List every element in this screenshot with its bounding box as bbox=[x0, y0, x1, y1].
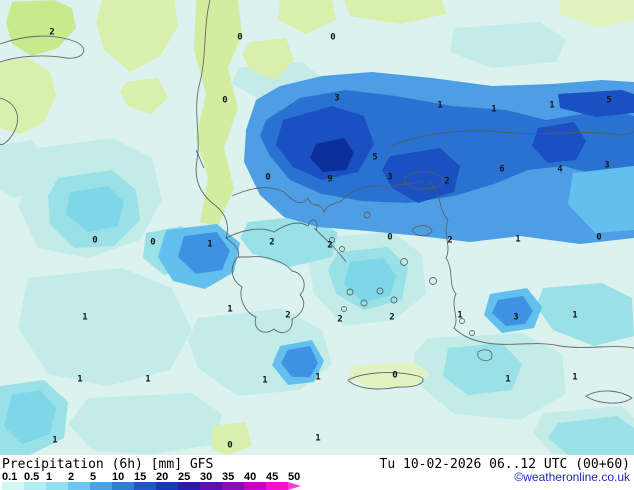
legend-tick-label: 5 bbox=[90, 471, 97, 483]
legend-tick-label: 10 bbox=[112, 471, 125, 483]
legend-color-segment bbox=[2, 482, 24, 490]
legend-color-segment bbox=[68, 482, 90, 490]
map-title: Precipitation (6h) [mm] GFS bbox=[2, 457, 213, 472]
legend-tick-label: 20 bbox=[156, 471, 169, 483]
legend-tick-label: 15 bbox=[134, 471, 147, 483]
legend-tick-label: 2 bbox=[68, 471, 75, 483]
product-label: Precipitation (6h) bbox=[2, 457, 143, 472]
legend-color-segment bbox=[222, 482, 244, 490]
legend-tick-label: 45 bbox=[266, 471, 279, 483]
legend-arrow bbox=[288, 482, 301, 490]
legend-tick-label: 30 bbox=[200, 471, 213, 483]
legend-tick-label: 25 bbox=[178, 471, 191, 483]
legend-color-segment bbox=[24, 482, 46, 490]
map-canvas bbox=[0, 0, 634, 455]
legend-color-segment bbox=[134, 482, 156, 490]
legend-color-segment bbox=[46, 482, 68, 490]
precip-areas bbox=[0, 0, 634, 455]
legend-tick-label: 35 bbox=[222, 471, 235, 483]
copyright-link[interactable]: ©weatheronline.co.uk bbox=[514, 470, 630, 484]
legend-bar bbox=[2, 482, 301, 490]
footer-bar: Precipitation (6h) [mm] GFS Tu 10-02-202… bbox=[0, 455, 634, 490]
legend-tick-label: 0.1 bbox=[2, 471, 18, 483]
legend-color-segment bbox=[112, 482, 134, 490]
legend-color-segment bbox=[156, 482, 178, 490]
legend-tick-label: 1 bbox=[46, 471, 53, 483]
model-label: GFS bbox=[189, 457, 214, 472]
legend-color-segment bbox=[90, 482, 112, 490]
coastlines bbox=[0, 0, 634, 404]
valid-time-label: Tu 10-02-2026 06..12 UTC (00+60) bbox=[379, 457, 630, 472]
legend-tick-label: 50 bbox=[288, 471, 301, 483]
legend-color-segment bbox=[178, 482, 200, 490]
legend-tick-label: 0.5 bbox=[24, 471, 40, 483]
legend-tick-label: 40 bbox=[244, 471, 257, 483]
legend-color-segment bbox=[200, 482, 222, 490]
legend-labels: 0.1 0.5 1 2 5 10 15 20 25 30 35 40 45 50 bbox=[2, 471, 310, 483]
unit-label: [mm] bbox=[150, 457, 183, 472]
legend-color-segment bbox=[244, 482, 266, 490]
legend-color-segment bbox=[266, 482, 288, 490]
